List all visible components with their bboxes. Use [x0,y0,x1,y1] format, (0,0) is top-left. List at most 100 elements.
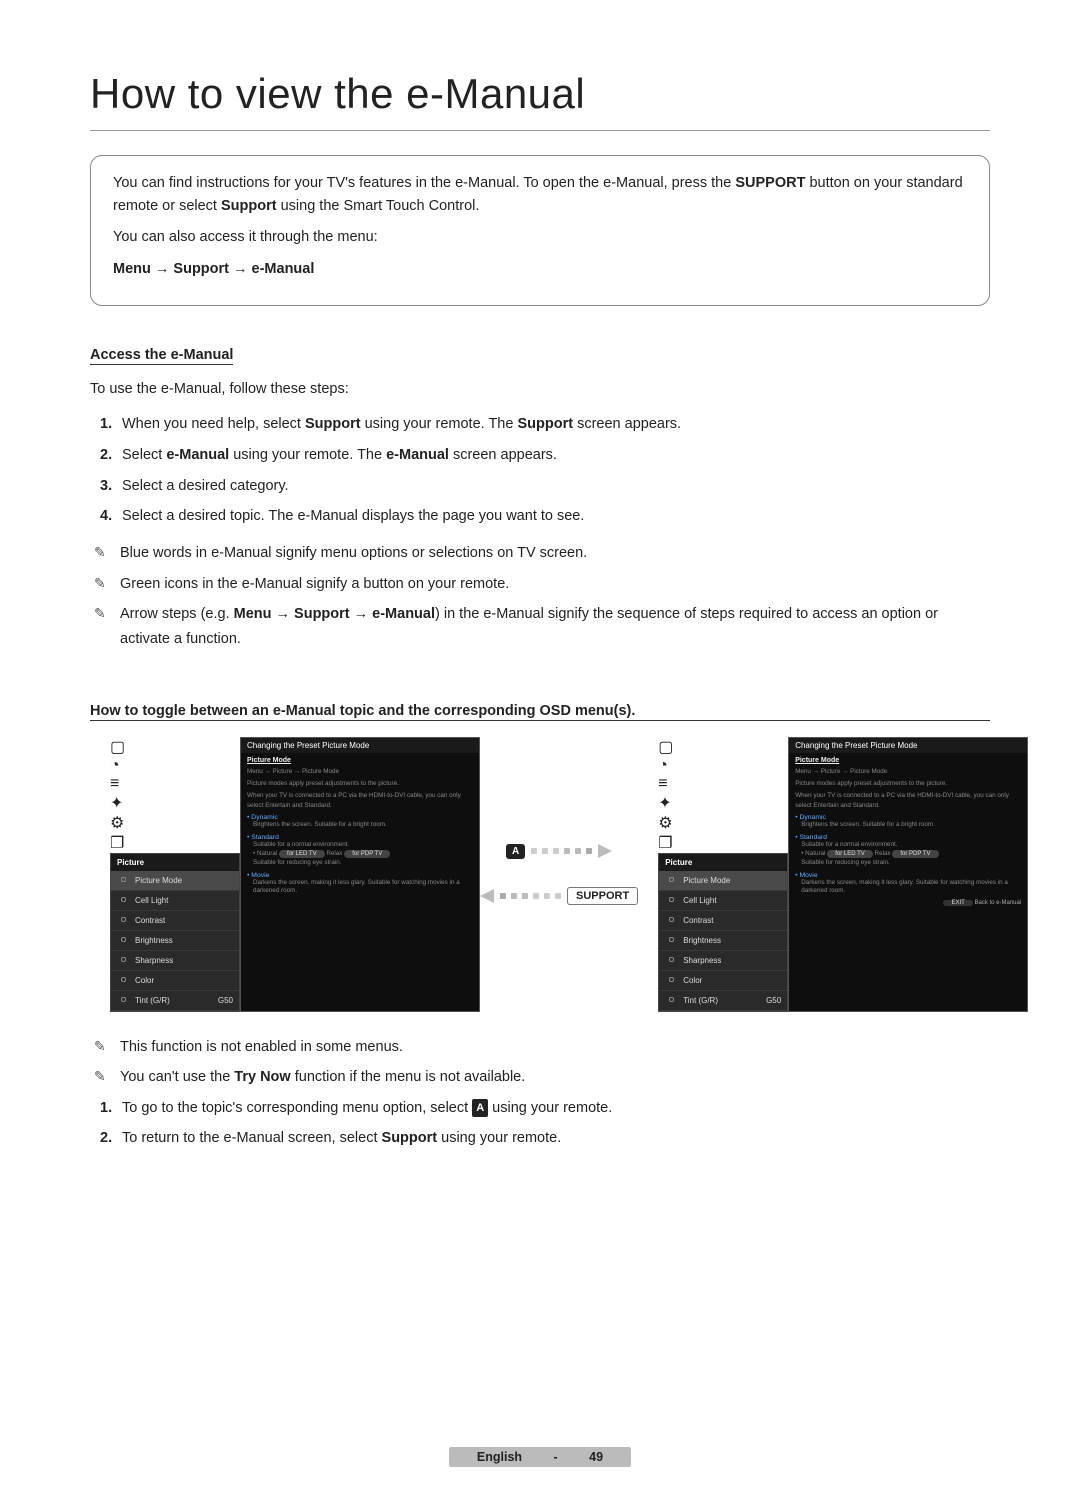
text-bold: Support [221,198,277,214]
content-sub: Brightens the screen. Suitable for a bri… [801,821,1021,830]
a-button-inline-icon: A [472,1099,488,1118]
system-icon: ⚙ [110,813,240,833]
text: You can find instructions for your TV's … [113,175,735,191]
step-item: 3.Select a desired category. [100,471,990,502]
note-item: Blue words in e-Manual signify menu opti… [94,538,990,569]
page-footer: English - 49 [0,1450,1080,1464]
arrow-left-icon [480,889,494,903]
sidebar-header: Picture [659,854,787,871]
note-item: Green icons in the e-Manual signify a bu… [94,569,990,600]
step-num: 3. [100,474,122,499]
sidebar-label: Cell Light [135,896,168,905]
text: screen appears. [573,416,681,432]
sidebar-label: Picture Mode [135,876,182,885]
support-icon: ❐ [110,833,240,853]
panel-right: ▢ ◔ ≡ ✦ ⚙ ❐ Picture Picture Mode Cell Li… [638,737,1028,1012]
intro-p2: You can also access it through the menu: [113,226,967,249]
emanual-panel: Changing the Preset Picture Mode Picture… [240,737,480,1012]
step-item: 4.Select a desired topic. The e-Manual d… [100,501,990,532]
arrow-group: A SUPPORT [480,844,638,905]
text: Select a desired topic. The e-Manual dis… [122,508,584,524]
text-bold: Support [517,416,573,432]
intro-p1: You can find instructions for your TV's … [113,172,967,218]
sidebar-item: Picture Mode [111,871,239,891]
step-num: 2. [100,1126,122,1151]
text: To go to the topic's corresponding menu … [122,1100,472,1116]
sidebar-item: Sharpness [111,951,239,971]
content-path: Menu → Picture → Picture Mode [247,767,473,776]
section-heading: How to toggle between an e-Manual topic … [90,703,990,721]
text-bold: Menu → Support → e-Manual [234,606,435,622]
sidebar-label: Cell Light [683,896,716,905]
text: using your remote. [488,1100,612,1116]
footer-sep: - [536,1447,575,1467]
arrow-right-icon [598,844,612,858]
sidebar-item: Contrast [659,911,787,931]
step-item: 2.To return to the e-Manual screen, sele… [100,1123,990,1154]
a-button-icon: A [506,844,525,859]
section-toggle-osd: How to toggle between an e-Manual topic … [90,703,990,1155]
text: Arrow steps (e.g. [120,606,234,622]
content-bullet: • Dynamic [247,814,473,821]
sidebar-header: Picture [111,854,239,871]
network-icon: ✦ [658,793,788,813]
text-bold: e-Manual [166,447,229,463]
panel-header: Changing the Preset Picture Mode [241,738,479,753]
panel-left: ▢ ◔ ≡ ✦ ⚙ ❐ Picture Picture Mode Cell Li… [90,737,480,1012]
content-bullet: • Movie [795,872,1021,879]
osd-sidebar: Picture Picture Mode Cell Light Contrast… [110,853,240,1012]
sidebar-label: Picture Mode [683,876,730,885]
page-title: How to view the e-Manual [90,70,990,131]
sidebar-label: Contrast [135,916,165,925]
steps-list: 1.When you need help, select Support usi… [100,409,990,532]
intro-box: You can find instructions for your TV's … [90,155,990,306]
content-sub: Suitable for reducing eye strain. [801,859,1021,868]
step-num: 1. [100,412,122,437]
section-lead: To use the e-Manual, follow these steps: [90,377,990,402]
sidebar-value: G50 [218,996,233,1005]
sidebar-label: Color [135,976,154,985]
content-line: Picture modes apply preset adjustments t… [795,779,1021,788]
sidebar-label: Tint (G/R) [135,996,170,1005]
sidebar-icons: ▢ ◔ ≡ ✦ ⚙ ❐ [658,737,788,853]
content-sub: Suitable for reducing eye strain. [253,859,473,868]
text-bold: Support [382,1130,438,1146]
section-heading: Access the e-Manual [90,347,233,365]
text-bold: e-Manual [386,447,449,463]
content-sub: Darkens the screen, making it less glary… [253,879,473,897]
intro-menu-path: Menu → Support → e-Manual [113,258,967,281]
network-icon: ✦ [110,793,240,813]
step-num: 1. [100,1096,122,1121]
content-pills: • Natural for LED TV Relax for PDP TV [253,850,473,859]
content-path: Menu → Picture → Picture Mode [795,767,1021,776]
steps-list-2: 1.To go to the topic's corresponding men… [100,1093,990,1154]
text: using the Smart Touch Control. [277,198,480,214]
content-bullet: • Standard [795,834,1021,841]
sidebar-label: Contrast [683,916,713,925]
picture-icon: ▢ [110,737,240,757]
text: When you need help, select [122,416,305,432]
panel-footer: EXIT Back to e-Manual [795,900,1021,906]
content-sub: Darkens the screen, making it less glary… [801,879,1021,897]
content-line: When your TV is connected to a PC via th… [247,791,473,810]
channel-icon: ≡ [658,775,788,793]
content-sub: Brightens the screen. Suitable for a bri… [253,821,473,830]
step-num: 4. [100,504,122,529]
text: To return to the e-Manual screen, select [122,1130,382,1146]
notes-list-2: This function is not enabled in some men… [94,1032,990,1093]
sidebar-item: Cell Light [659,891,787,911]
sidebar-item: Brightness [659,931,787,951]
text-bold: Try Now [234,1069,290,1085]
footer-page-num: 49 [575,1447,617,1467]
sidebar-item: Brightness [111,931,239,951]
sidebar-label: Brightness [135,936,173,945]
note-item: This function is not enabled in some men… [94,1032,990,1063]
arrow-back: SUPPORT [480,887,638,905]
text: function if the menu is not available. [291,1069,526,1085]
sidebar-label: Sharpness [135,956,173,965]
step-num: 2. [100,443,122,468]
content-bullet: • Standard [247,834,473,841]
text: Select [122,447,166,463]
channel-icon: ≡ [110,775,240,793]
sidebar-item: Color [111,971,239,991]
